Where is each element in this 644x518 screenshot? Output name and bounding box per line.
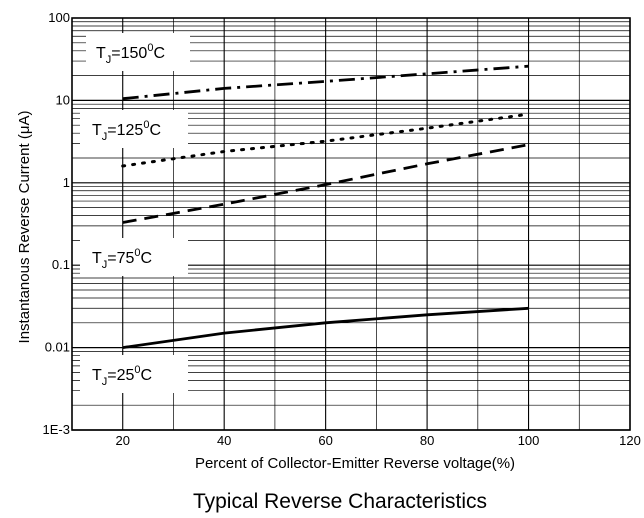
annotation-box — [80, 238, 188, 276]
y-tick-label: 0.1 — [52, 257, 70, 272]
temperature-label: TJ=250C — [92, 364, 152, 388]
x-axis-label: Percent of Collector-Emitter Reverse vol… — [195, 455, 515, 472]
x-tick-label: 40 — [217, 433, 231, 448]
y-axis-label: Instantanous Reverse Current (μA) — [16, 111, 33, 344]
tick-labels: 20 40 60 80 100 120 100 10 1 0.1 0.01 1E-3 — [43, 10, 641, 448]
y-tick-label: 100 — [48, 10, 70, 25]
x-tick-label: 100 — [518, 433, 540, 448]
temperature-label: TJ=1500C — [96, 42, 165, 66]
series-line-2 — [121, 112, 530, 168]
annotation-box — [80, 110, 188, 148]
temperature-label: TJ=1250C — [92, 119, 161, 143]
x-tick-label: 60 — [318, 433, 332, 448]
series-group — [121, 64, 530, 349]
x-tick-label: 80 — [420, 433, 434, 448]
temperature-label: TJ=750C — [92, 247, 152, 271]
y-tick-label: 10 — [56, 92, 70, 107]
plot-frame — [71, 17, 631, 431]
series-line-4 — [122, 306, 529, 349]
x-tick-label: 20 — [115, 433, 129, 448]
series-line-1 — [122, 64, 529, 101]
series-line-3 — [122, 143, 529, 224]
chart-title: Typical Reverse Characteristics — [193, 490, 487, 513]
annotation-box — [86, 33, 190, 71]
y-tick-label: 0.01 — [45, 340, 70, 355]
plot-border — [71, 17, 631, 431]
annotation-box — [80, 355, 188, 393]
y-tick-label: 1 — [63, 175, 70, 190]
y-tick-label: 1E-3 — [43, 422, 70, 437]
annotations: TJ=1500C TJ=1250C TJ=750C TJ=250C — [92, 42, 165, 388]
x-tick-label: 120 — [619, 433, 641, 448]
annotation-boxes — [80, 33, 190, 393]
